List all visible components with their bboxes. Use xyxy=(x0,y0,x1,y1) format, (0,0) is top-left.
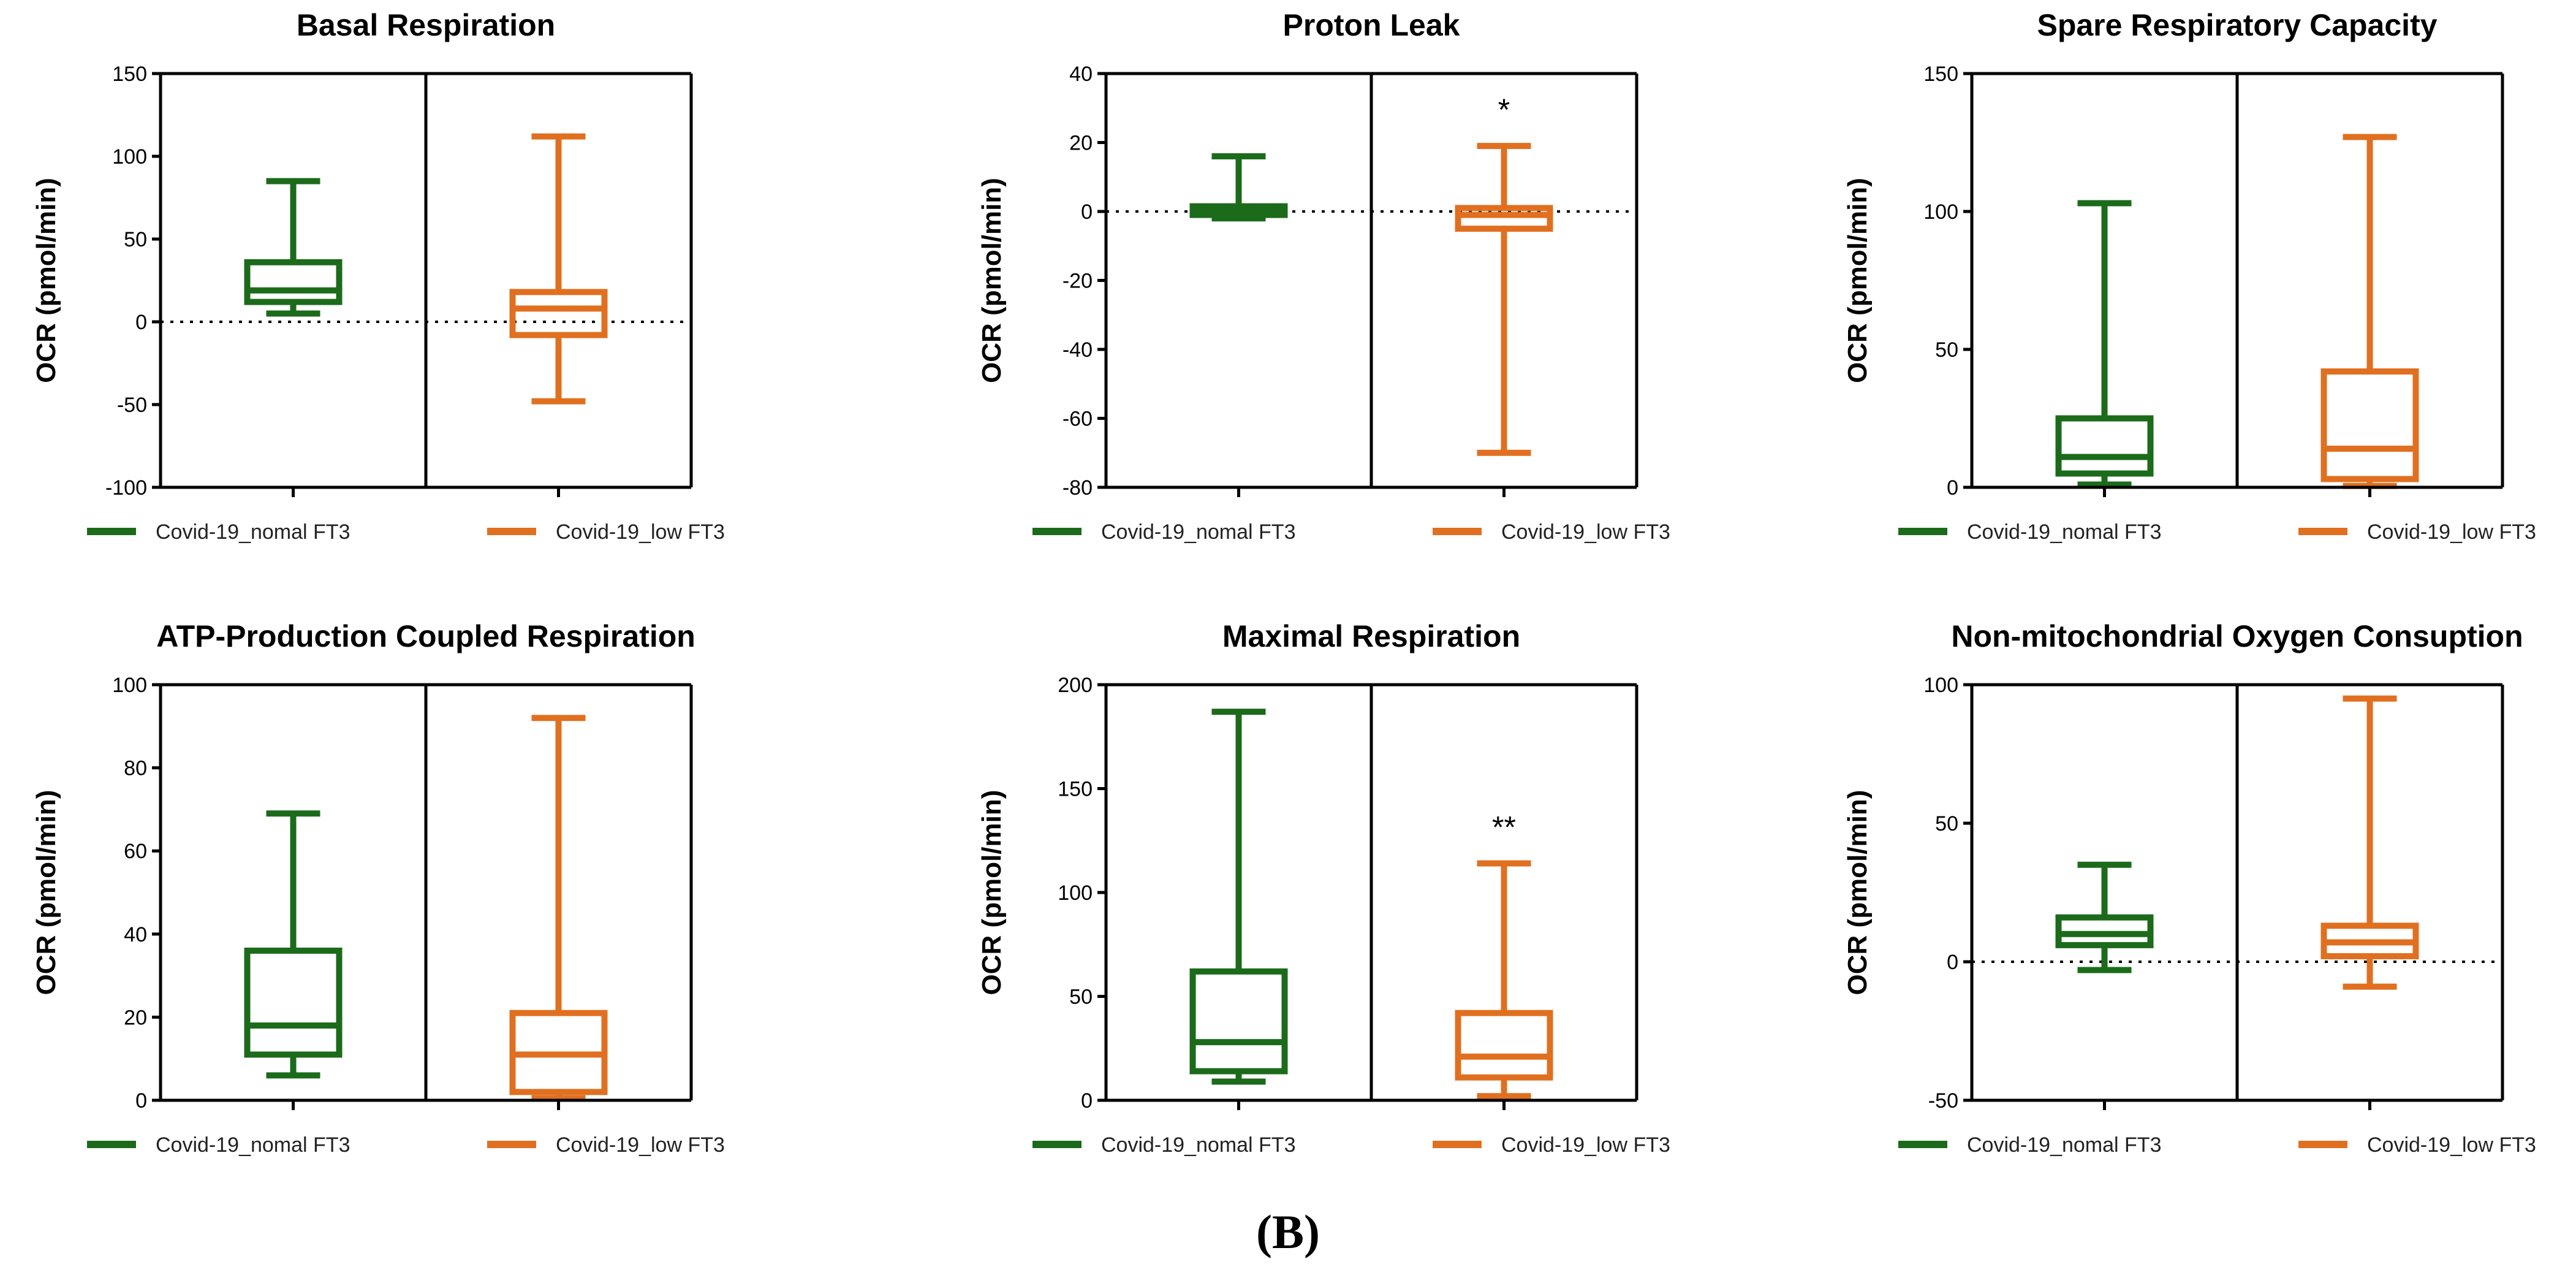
legend-label: Covid-19_low FT3 xyxy=(556,520,725,544)
iqr-box xyxy=(509,289,608,338)
significance-marker: * xyxy=(1498,93,1510,127)
chart-title: Spare Respiratory Capacity xyxy=(2037,8,2437,42)
iqr-box xyxy=(1189,968,1288,1075)
y-tick-label: 0 xyxy=(1947,951,1958,974)
y-tick-label: 100 xyxy=(1058,881,1093,905)
y-tick-label: 150 xyxy=(1058,778,1093,801)
chart-title: Non-mitochondrial Oxygen Consuption xyxy=(1951,619,2523,653)
legend: Covid-19_nomal FT3 Covid-19_low FT3 xyxy=(1898,520,2536,544)
y-tick-label: -100 xyxy=(105,476,147,500)
y-tick-label: 100 xyxy=(1923,200,1958,224)
y-tick-label: 20 xyxy=(124,1006,147,1029)
y-tick-label: 0 xyxy=(1081,1089,1093,1113)
box-series xyxy=(2320,695,2419,990)
chart-title: ATP-Production Coupled Respiration xyxy=(156,619,695,653)
box-series xyxy=(2055,861,2154,973)
y-tick-label: -40 xyxy=(1063,338,1093,362)
legend-label: Covid-19_nomal FT3 xyxy=(1101,520,1295,544)
y-tick-label: 200 xyxy=(1058,674,1093,697)
iqr-box xyxy=(2055,415,2154,477)
y-tick-label: 100 xyxy=(112,674,147,697)
legend-label: Covid-19_nomal FT3 xyxy=(1967,520,2161,544)
legend-label: Covid-19_low FT3 xyxy=(1501,520,1670,544)
y-tick-label: 50 xyxy=(1935,812,1958,835)
box-series xyxy=(509,715,608,1102)
y-tick-label: 40 xyxy=(1069,63,1093,86)
legend: Covid-19_nomal FT3 Covid-19_low FT3 xyxy=(1898,1133,2536,1157)
y-tick-label: 50 xyxy=(124,228,147,251)
y-axis-label: OCR (pmol/min) xyxy=(31,178,61,383)
legend-label: Covid-19_low FT3 xyxy=(2367,1133,2536,1157)
y-axis-label: OCR (pmol/min) xyxy=(977,790,1007,995)
y-tick-label: 20 xyxy=(1069,132,1093,155)
legend-label: Covid-19_nomal FT3 xyxy=(1967,1133,2161,1157)
chart-panel: Proton Leak OCR (pmol/min) * -80 -60 -40 -20 0 2… xyxy=(977,8,1670,544)
legend: Covid-19_nomal FT3 Covid-19_low FT3 xyxy=(1032,520,1670,544)
y-axis-label: OCR (pmol/min) xyxy=(31,790,61,995)
legend-label: Covid-19_low FT3 xyxy=(2367,520,2536,544)
box-series xyxy=(1455,143,1553,456)
y-tick-label: 50 xyxy=(1069,986,1093,1009)
box-series xyxy=(244,810,343,1079)
y-axis-label: OCR (pmol/min) xyxy=(1843,178,1873,383)
box-series xyxy=(2320,134,2419,489)
y-tick-label: 50 xyxy=(1935,338,1958,362)
legend-label: Covid-19_low FT3 xyxy=(556,1133,725,1157)
significance-marker: ** xyxy=(1492,810,1516,845)
legend: Covid-19_nomal FT3 Covid-19_low FT3 xyxy=(87,520,725,544)
y-axis-label: OCR (pmol/min) xyxy=(1843,790,1873,995)
legend-label: Covid-19_nomal FT3 xyxy=(156,1133,350,1157)
y-tick-label: 40 xyxy=(124,923,147,946)
y-tick-label: 150 xyxy=(1923,63,1958,86)
iqr-box xyxy=(244,259,343,305)
y-tick-label: 0 xyxy=(135,1089,147,1113)
y-tick-label: -60 xyxy=(1063,408,1093,431)
figure-caption: (B) xyxy=(1256,1205,1320,1258)
y-tick-label: -50 xyxy=(117,394,147,417)
legend-label: Covid-19_nomal FT3 xyxy=(1101,1133,1295,1157)
iqr-box xyxy=(2320,368,2419,482)
chart-title: Basal Respiration xyxy=(297,8,555,42)
y-tick-label: -20 xyxy=(1063,270,1093,293)
iqr-box xyxy=(1455,1010,1553,1081)
y-tick-label: 100 xyxy=(112,145,147,169)
legend: Covid-19_nomal FT3 Covid-19_low FT3 xyxy=(87,1133,725,1157)
box-series xyxy=(2055,200,2154,488)
box-series xyxy=(509,133,608,405)
chart-panel: Non-mitochondrial Oxygen Consuption OCR (… xyxy=(1843,619,2536,1157)
chart-title: Proton Leak xyxy=(1283,8,1460,42)
chart-panel: Basal Respiration OCR (pmol/min) -100 -50 0 5… xyxy=(31,8,725,544)
y-tick-label: 60 xyxy=(124,840,147,863)
y-tick-label: -50 xyxy=(1928,1089,1958,1113)
legend: Covid-19_nomal FT3 Covid-19_low FT3 xyxy=(1032,1133,1670,1157)
y-tick-label: 80 xyxy=(124,757,147,780)
legend-label: Covid-19_nomal FT3 xyxy=(156,520,350,544)
chart-panel: Maximal Respiration OCR (pmol/min) ** 0 50 10… xyxy=(977,619,1670,1157)
iqr-box xyxy=(244,947,343,1058)
box-series xyxy=(1189,153,1288,222)
box-series xyxy=(244,178,343,317)
y-axis-label: OCR (pmol/min) xyxy=(977,178,1007,383)
y-tick-label: -80 xyxy=(1063,476,1093,500)
y-tick-label: 0 xyxy=(135,311,147,334)
box-series xyxy=(1189,709,1288,1085)
box-series xyxy=(1455,860,1553,1100)
chart-panel: ATP-Production Coupled Respiration OCR (p… xyxy=(31,619,725,1157)
legend-label: Covid-19_low FT3 xyxy=(1501,1133,1670,1157)
y-tick-label: 0 xyxy=(1947,476,1958,500)
y-tick-label: 0 xyxy=(1081,200,1093,224)
y-tick-label: 100 xyxy=(1923,674,1958,697)
y-tick-label: 150 xyxy=(112,63,147,86)
chart-panel: Spare Respiratory Capacity OCR (pmol/min)… xyxy=(1843,8,2536,544)
chart-title: Maximal Respiration xyxy=(1222,619,1520,653)
iqr-box xyxy=(1455,205,1553,232)
